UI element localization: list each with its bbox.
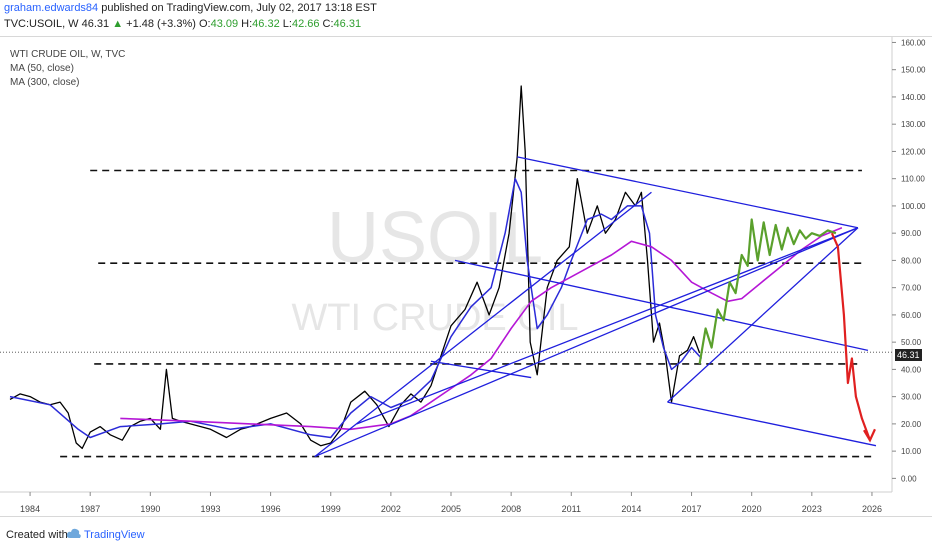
- trendline[interactable]: [517, 156, 859, 229]
- chart-legend: WTI CRUDE OIL, W, TVC MA (50, close) MA …: [10, 48, 125, 90]
- y-tick-label: 90.00: [901, 229, 922, 238]
- bearish-projection-path[interactable]: [830, 232, 872, 441]
- y-tick-label: 160.00: [901, 38, 926, 47]
- y-tick-label: 50.00: [901, 338, 922, 347]
- published-text: published on TradingView.com, July 02, 2…: [101, 2, 377, 14]
- x-tick-label: 2026: [862, 504, 882, 514]
- trendline[interactable]: [314, 191, 652, 458]
- symbol-label: TVC:USOIL, W: [4, 18, 79, 30]
- y-tick-label: 70.00: [901, 284, 922, 293]
- legend-ma300[interactable]: MA (300, close): [10, 77, 80, 88]
- chart-area[interactable]: [0, 36, 932, 515]
- high-value: 46.32: [252, 18, 280, 30]
- y-tick-label: 0.00: [901, 474, 917, 483]
- y-tick-label: 40.00: [901, 365, 922, 374]
- x-tick-label: 1996: [261, 504, 281, 514]
- x-tick-label: 1987: [80, 504, 100, 514]
- x-tick-label: 2014: [621, 504, 641, 514]
- y-tick-label: 80.00: [901, 256, 922, 265]
- watermark-name: WTI CRUDE OIL: [291, 297, 578, 339]
- created-with-text: Created with: [6, 529, 68, 541]
- high-label: H:: [241, 18, 253, 30]
- x-axis: 1984 1987 1990 1993 1996 1999 2002 2005 2008 2011…: [20, 492, 882, 514]
- x-tick-label: 2002: [381, 504, 401, 514]
- trendline[interactable]: [356, 227, 859, 425]
- trendline[interactable]: [314, 227, 859, 458]
- y-tick-label: 30.00: [901, 393, 922, 402]
- y-tick-label: 60.00: [901, 311, 922, 320]
- open-value: 43.09: [210, 18, 239, 30]
- ma50-series-line: [9, 177, 703, 439]
- trendline[interactable]: [667, 401, 877, 447]
- y-tick-label: 150.00: [901, 66, 926, 75]
- trendline[interactable]: [667, 227, 859, 403]
- trendline[interactable]: [454, 259, 869, 351]
- down-arrow-icon: [863, 428, 876, 443]
- trendline[interactable]: [430, 360, 532, 379]
- open-label: O:: [198, 18, 211, 30]
- series-layer: [9, 85, 843, 450]
- y-tick-label: 140.00: [901, 93, 926, 102]
- x-tick-label: 2011: [562, 504, 581, 514]
- close-label: C:: [322, 18, 334, 30]
- x-tick-label: 1993: [200, 504, 220, 514]
- y-tick-label: 130.00: [901, 120, 926, 129]
- publish-info: graham.edwards84 published on TradingVie…: [4, 2, 377, 14]
- x-tick-label: 2023: [802, 504, 822, 514]
- y-tick-label: 110.00: [901, 175, 925, 184]
- x-tick-label: 2005: [441, 504, 461, 514]
- x-tick-label: 1999: [321, 504, 341, 514]
- up-arrow-icon: ▲: [112, 18, 124, 30]
- tradingview-cloud-icon: [66, 528, 81, 538]
- x-tick-label: 1984: [20, 504, 40, 514]
- tradingview-brand-link[interactable]: TradingView: [84, 529, 145, 541]
- legend-ma50[interactable]: MA (50, close): [10, 63, 74, 74]
- x-tick-label: 2008: [501, 504, 521, 514]
- bullish-projection-path[interactable]: [698, 218, 837, 365]
- symbol-info: TVC:USOIL, W 46.31 ▲ +1.48 (+3.3%) O:43.…: [4, 18, 361, 30]
- y-tick-label: 10.00: [901, 447, 922, 456]
- last-price-marker: 46.31: [895, 349, 922, 361]
- watermark-symbol: USOIL: [327, 198, 543, 278]
- trendline-drawings: [314, 156, 877, 458]
- y-tick-label: 100.00: [901, 202, 926, 211]
- x-tick-label: 2020: [742, 504, 762, 514]
- close-value: 46.31: [333, 18, 362, 30]
- low-value: 42.66: [291, 18, 320, 30]
- author-link[interactable]: graham.edwards84: [4, 2, 99, 14]
- x-tick-label: 1990: [140, 504, 160, 514]
- horizontal-levels: [0, 169, 892, 458]
- last-price: 46.31: [81, 18, 110, 30]
- y-axis: 0.00 10.00 20.00 30.00 40.00 50.00 60.00 70.00 8…: [892, 38, 926, 483]
- y-tick-label: 120.00: [901, 147, 926, 156]
- legend-title: WTI CRUDE OIL, W, TVC: [10, 49, 126, 60]
- x-tick-label: 2017: [682, 504, 702, 514]
- y-tick-label: 20.00: [901, 420, 922, 429]
- footer: Created with TradingView: [0, 516, 932, 551]
- low-label: L:: [282, 18, 292, 30]
- price-change: +1.48 (+3.3%): [126, 18, 196, 30]
- ma300-series-line: [120, 226, 843, 431]
